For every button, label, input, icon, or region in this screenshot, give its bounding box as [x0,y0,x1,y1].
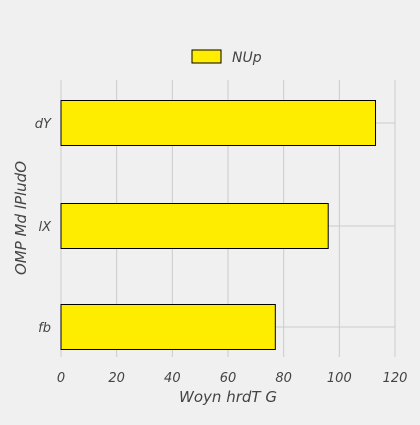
y-tick-labels: fb lX dY [35,117,52,336]
x-tick-label: 40 [164,371,181,386]
legend-swatch [191,49,222,64]
x-tick-label: 0 [57,371,65,386]
bars [60,100,377,350]
bar-lX [60,203,329,249]
x-tick-label: 20 [108,371,125,386]
y-axis-title: OMP Md lPludO [12,161,30,275]
legend: NUp [191,49,262,66]
bar-fb [60,304,276,350]
x-tick-label: 120 [383,371,408,386]
y-tick-label: dY [35,117,52,132]
x-tick-label: 100 [327,371,352,386]
x-tick-label: 80 [275,371,292,386]
x-tick-labels: 0 20 40 60 80 100 120 [57,371,408,386]
x-axis-title: Woyn hrdT G [179,388,277,406]
x-tick-label: 60 [220,371,237,386]
bar-dY [60,100,377,146]
legend-label: NUp [232,50,262,66]
y-tick-label: fb [38,321,51,336]
y-tick-label: lX [38,220,52,235]
